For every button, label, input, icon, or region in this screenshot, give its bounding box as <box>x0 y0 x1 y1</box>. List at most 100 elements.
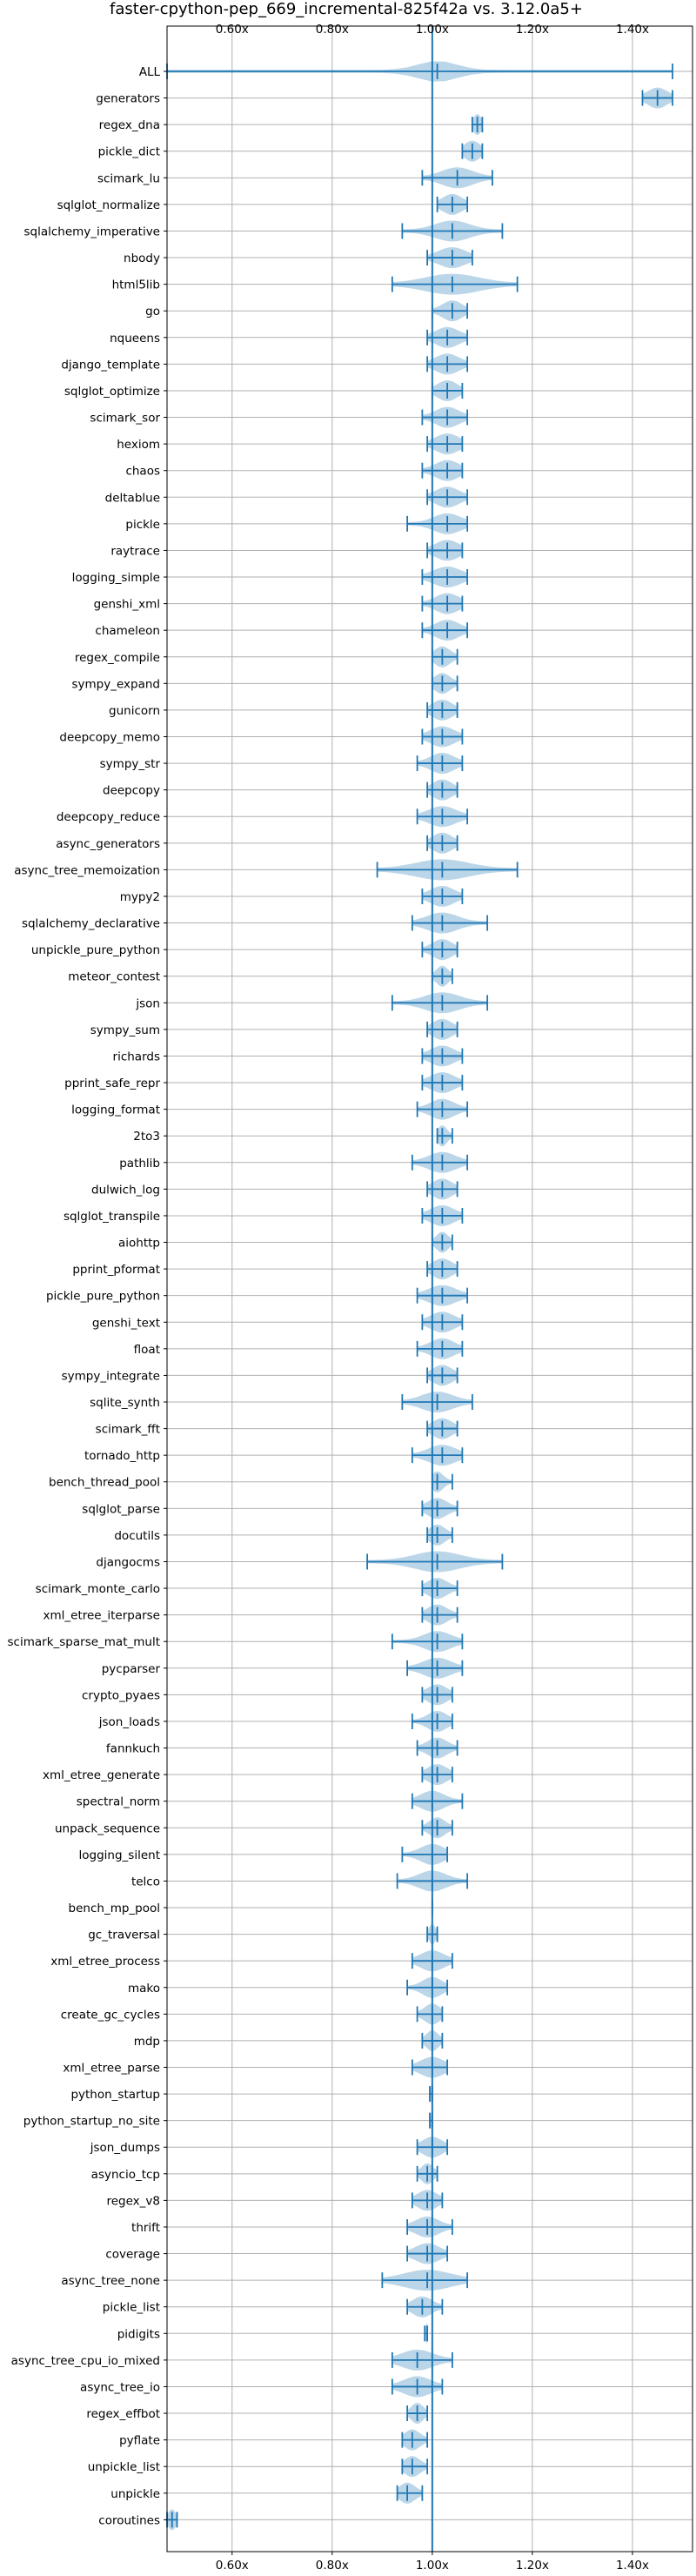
violin-docutils <box>426 1524 453 1546</box>
category-label: create_gc_cycles <box>61 2008 160 2022</box>
violin-deltablue <box>426 486 469 508</box>
category-label: xml_etree_process <box>50 1955 160 1969</box>
category-label: sympy_str <box>100 757 161 771</box>
violin-sympy_expand <box>431 673 458 694</box>
category-label: sqlglot_normalize <box>57 198 160 212</box>
category-label: pickle <box>125 518 160 532</box>
category-label: ALL <box>139 65 161 79</box>
category-label: sqlglot_optimize <box>64 385 160 399</box>
category-label: sqlglot_parse <box>82 1502 160 1516</box>
category-label: logging_format <box>71 1104 160 1117</box>
violin-sympy_str <box>416 753 464 775</box>
violin-regex_effbot <box>406 2403 429 2424</box>
category-label: crypto_pyaes <box>82 1688 160 1702</box>
violin-ALL <box>166 61 673 82</box>
category-label: aiohttp <box>118 1237 160 1251</box>
violin-unpickle_list <box>401 2456 429 2478</box>
violin-meteor_contest <box>431 965 453 987</box>
violin-async_tree_memoization <box>376 859 519 881</box>
category-label: genshi_text <box>92 1316 160 1330</box>
violin-coverage <box>406 2243 449 2264</box>
category-label: scimark_lu <box>97 171 160 185</box>
category-label: mypy2 <box>120 890 160 904</box>
violin-xml_etree_generate <box>421 1764 453 1786</box>
category-label: sympy_sum <box>90 1023 160 1037</box>
violin-mako <box>406 1976 449 1998</box>
category-label: xml_etree_generate <box>43 1768 160 1782</box>
x-tick-label-bottom: 1.40x <box>616 2559 649 2573</box>
violin-float <box>416 1338 464 1359</box>
category-label: scimark_monte_carlo <box>36 1582 160 1596</box>
category-label: pathlib <box>119 1157 160 1171</box>
violin-create_gc_cycles <box>416 2003 444 2025</box>
category-label: deepcopy_memo <box>59 731 160 745</box>
category-label: regex_compile <box>75 651 160 665</box>
violin-genshi_text <box>421 1311 464 1333</box>
category-label: json_dumps <box>90 2141 160 2155</box>
x-tick-label-top: 0.80x <box>316 23 349 37</box>
x-tick-label-top: 0.60x <box>216 23 249 37</box>
category-label: bench_mp_pool <box>69 1902 160 1915</box>
violin-generators <box>641 87 673 109</box>
violin-pycparser <box>406 1657 464 1679</box>
violin-asyncio_tcp <box>416 2163 438 2184</box>
category-label: nbody <box>124 252 160 265</box>
violin-sqlalchemy_imperative <box>401 220 504 242</box>
category-label: unpack_sequence <box>55 1821 160 1835</box>
violin-pickle_pure_python <box>416 1285 469 1306</box>
category-label: xml_etree_parse <box>63 2062 160 2076</box>
category-label: html5lib <box>112 278 160 292</box>
violin-layer <box>166 26 673 2552</box>
category-label: django_template <box>61 358 160 372</box>
violin-xml_etree_iterparse <box>421 1604 458 1626</box>
category-label: unpickle <box>110 2487 160 2501</box>
violin-pyflate <box>401 2429 429 2451</box>
category-label: docutils <box>114 1529 160 1543</box>
violin-pprint_safe_repr <box>421 1072 464 1093</box>
x-tick-label-top: 1.20x <box>516 23 549 37</box>
violin-genshi_xml <box>421 593 464 614</box>
category-label: deltablue <box>105 491 160 505</box>
category-label: coroutines <box>98 2513 160 2527</box>
violin-spectral_norm <box>411 1790 464 1812</box>
category-label: regex_dna <box>99 118 160 132</box>
category-label: raytrace <box>110 544 160 558</box>
category-label: dulwich_log <box>91 1183 160 1197</box>
violin-async_tree_none <box>381 2270 469 2291</box>
category-label: pickle_dict <box>98 145 160 159</box>
violin-aiohttp <box>431 1231 453 1253</box>
violin-scimark_sor <box>421 406 469 428</box>
violin-scimark_sparse_mat_mult <box>391 1631 464 1653</box>
violin-mypy2 <box>421 886 464 907</box>
violin-xml_etree_parse <box>411 2056 449 2078</box>
x-tick-label-top: 1.40x <box>616 23 649 37</box>
violin-logging_silent <box>401 1843 449 1865</box>
category-label: hexiom <box>117 438 160 452</box>
violin-sqlglot_transpile <box>421 1204 464 1226</box>
violin-django_template <box>426 353 469 375</box>
violin-deepcopy_reduce <box>416 806 469 828</box>
violin-nqueens <box>426 326 469 348</box>
x-axis-ticks: 0.60x 0.60x 0.80x 0.80x 1.00x 1.00x 1.20x 1.20x… <box>164 23 649 2573</box>
category-label: pidigits <box>117 2327 160 2341</box>
category-label: json_loads <box>98 1715 160 1729</box>
category-label: logging_simple <box>72 571 160 585</box>
category-label: pickle_list <box>103 2301 160 2315</box>
category-label: asyncio_tcp <box>91 2168 160 2182</box>
category-label: chaos <box>125 465 160 479</box>
x-tick-label-bottom: 0.60x <box>216 2559 249 2573</box>
category-label: thrift <box>131 2221 160 2235</box>
violin-sqlglot_parse <box>421 1498 458 1519</box>
category-label: chameleon <box>95 624 160 638</box>
category-label: sqlite_synth <box>90 1396 160 1410</box>
chart-title: faster-cpython-pep_669_incremental-825f4… <box>110 0 583 18</box>
violin-pidigits <box>424 2323 429 2345</box>
violin-pprint_pformat <box>426 1258 458 1280</box>
violin-thrift <box>406 2217 453 2237</box>
category-label: scimark_sparse_mat_mult <box>8 1635 160 1649</box>
category-label: logging_silent <box>79 1848 160 1862</box>
violin-pickle_list <box>406 2296 444 2318</box>
category-label: regex_v8 <box>106 2194 160 2208</box>
category-label: async_generators <box>56 837 160 851</box>
